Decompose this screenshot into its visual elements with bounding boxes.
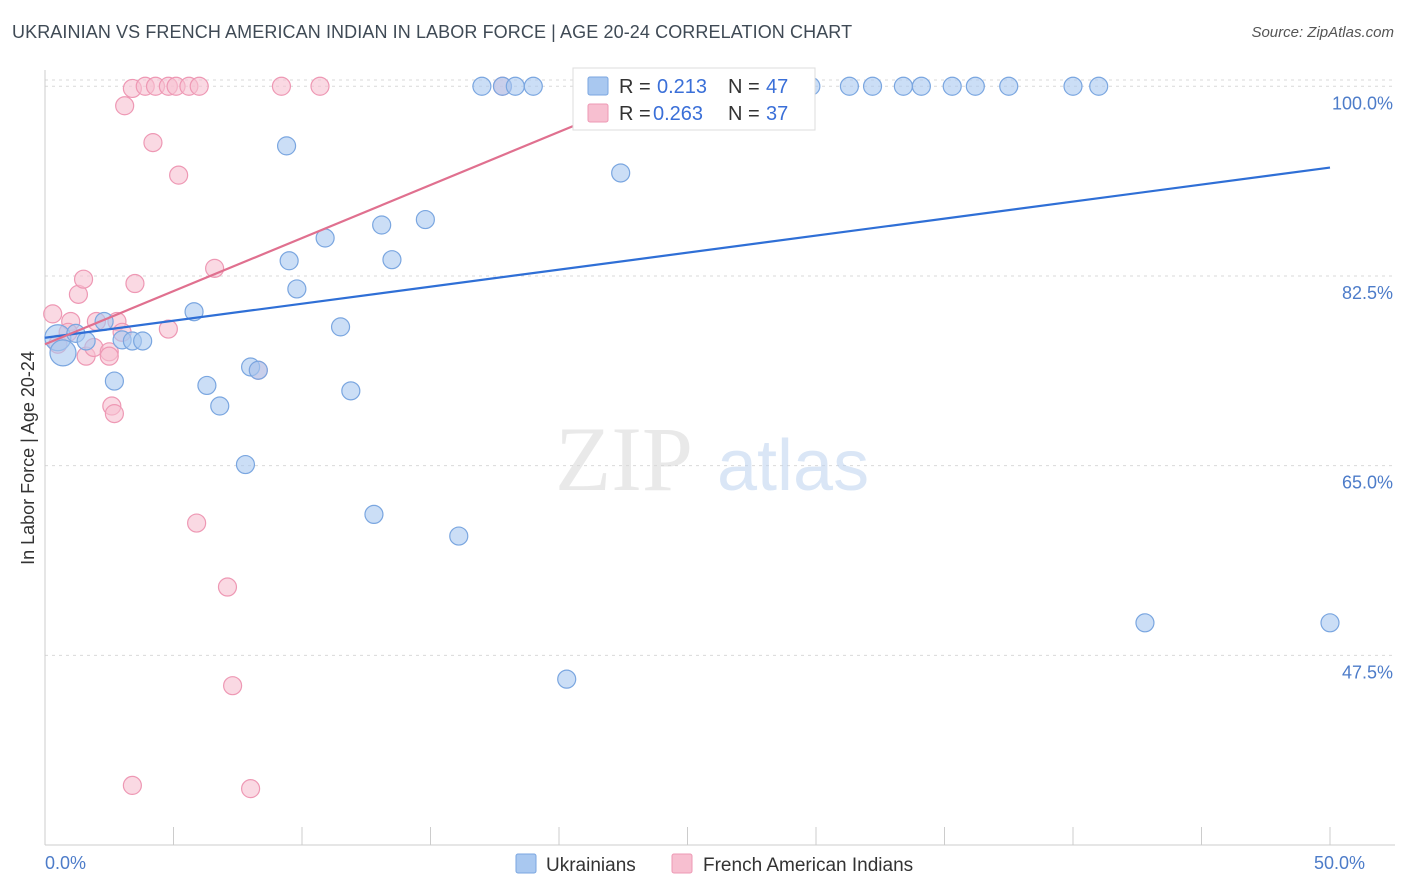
data-point <box>505 76 525 96</box>
legend-n-value-french-american-indians: 37 <box>766 103 788 125</box>
legend-box: R = 0.213 N = 47 R = 0.263 N = 37 <box>572 67 816 131</box>
data-point <box>862 76 883 96</box>
data-point <box>122 775 142 795</box>
data-point <box>557 669 577 689</box>
data-point <box>1135 613 1155 633</box>
data-point <box>235 454 256 475</box>
data-point <box>104 371 124 391</box>
data-point <box>965 76 985 96</box>
data-point <box>248 360 268 380</box>
data-point <box>472 76 492 96</box>
data-point <box>287 279 307 299</box>
y-tick-label: 100.0% <box>1332 93 1393 113</box>
data-point <box>611 163 631 183</box>
series-french-american-indians-points <box>43 76 513 799</box>
data-point <box>415 209 435 230</box>
data-point <box>169 165 189 185</box>
data-point <box>310 76 330 96</box>
data-point <box>241 779 261 799</box>
data-point <box>189 76 209 96</box>
data-point <box>372 215 392 235</box>
y-axis-title: In Labor Force | Age 20-24 <box>18 351 38 565</box>
bottom-legend: Ukrainians French American Indians <box>515 853 913 876</box>
y-tick-labels: 100.0% 82.5% 65.0% 47.5% <box>1332 93 1393 682</box>
data-point <box>43 304 63 324</box>
y-tick-label: 47.5% <box>1342 662 1393 682</box>
legend-r-value-french-american-indians: 0.263 <box>653 103 703 125</box>
x-tick-labels: 0.0% 50.0% <box>45 853 1365 873</box>
watermark-atlas: atlas <box>717 426 869 506</box>
y-tick-label: 65.0% <box>1342 473 1393 493</box>
data-point <box>942 76 962 96</box>
data-point <box>1320 613 1340 633</box>
trend-line-ukrainians <box>44 166 1331 339</box>
data-point <box>73 269 94 289</box>
legend-swatch-ukrainians <box>587 76 609 96</box>
data-point <box>1089 76 1109 96</box>
data-point <box>125 273 145 294</box>
data-point <box>1063 76 1083 96</box>
legend-n-label-ukrainians: N = <box>728 76 760 98</box>
data-point <box>76 331 96 351</box>
legend-n-label-french-american-indians: N = <box>728 103 760 125</box>
data-point <box>911 76 931 96</box>
axes <box>44 70 1395 846</box>
data-point <box>223 676 243 696</box>
data-point <box>279 251 299 271</box>
data-point <box>210 396 230 416</box>
watermark-zip: ZIP <box>555 408 693 510</box>
data-point <box>893 76 913 96</box>
bottom-legend-swatch-ukrainians <box>515 853 537 874</box>
data-point <box>184 302 204 322</box>
data-point <box>99 346 119 366</box>
data-point <box>276 136 297 156</box>
legend-swatch-french-american-indians <box>587 103 609 123</box>
bottom-legend-label-ukrainians: Ukrainians <box>546 855 636 876</box>
bottom-legend-label-french-american-indians: French American Indians <box>703 855 913 876</box>
data-point <box>197 375 217 396</box>
chart-title: UKRAINIAN VS FRENCH AMERICAN INDIAN IN L… <box>12 22 853 42</box>
data-point <box>364 504 384 525</box>
series-ukrainians-points <box>44 76 1340 689</box>
data-point <box>271 76 292 96</box>
data-point <box>143 133 163 153</box>
trend-lines <box>44 85 1331 346</box>
data-point <box>382 250 402 270</box>
x-tick-label: 0.0% <box>45 853 86 873</box>
y-tick-label: 82.5% <box>1342 283 1393 303</box>
data-point <box>330 317 351 337</box>
data-point <box>104 404 124 424</box>
data-point <box>49 339 77 367</box>
data-point <box>187 513 207 533</box>
legend-n-value-ukrainians: 47 <box>766 76 788 98</box>
data-point <box>341 381 361 401</box>
legend-r-label-french-american-indians: R = <box>619 103 651 125</box>
legend-frame <box>572 67 816 131</box>
data-point <box>999 76 1019 96</box>
data-point <box>217 577 238 597</box>
trend-line-french-american-indians <box>44 85 670 346</box>
data-point <box>115 96 135 116</box>
data-point <box>449 526 469 546</box>
data-point <box>158 319 178 339</box>
x-tick-label: 50.0% <box>1314 853 1365 873</box>
watermark: ZIP atlas <box>555 408 869 510</box>
data-point <box>523 76 543 96</box>
legend-r-label-ukrainians: R = <box>619 76 651 98</box>
data-point <box>839 76 860 96</box>
data-point <box>133 331 153 351</box>
source-label: Source: ZipAtlas.com <box>1251 24 1394 41</box>
legend-r-value-ukrainians: 0.213 <box>657 76 707 98</box>
bottom-legend-swatch-french-american-indians <box>671 853 693 874</box>
